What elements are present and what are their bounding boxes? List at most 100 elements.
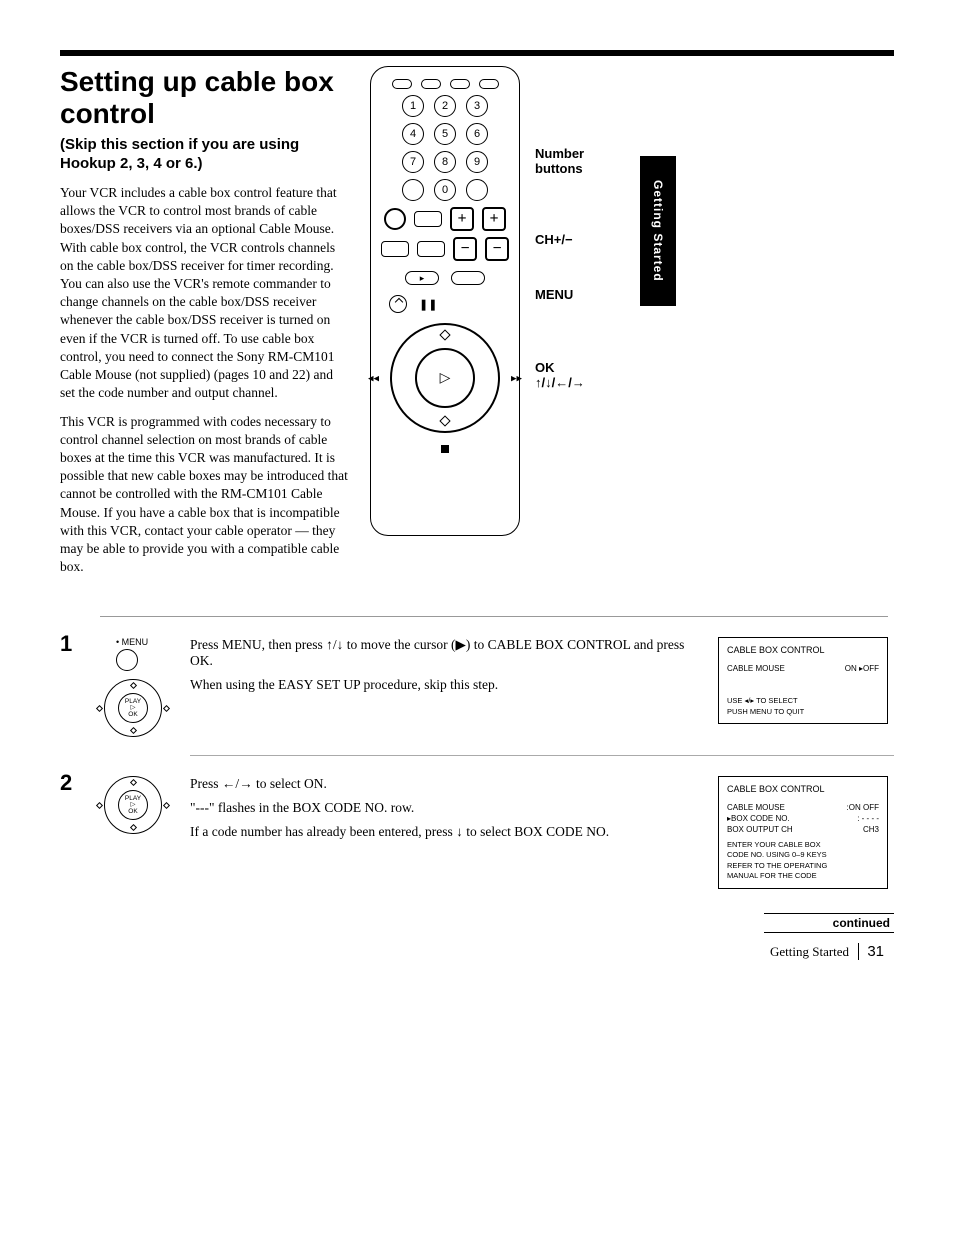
page-title: Setting up cable box control [60, 66, 350, 130]
num-8: 8 [434, 151, 456, 173]
callout-ok: OK ↑/↓/←/→ [535, 360, 625, 390]
osd-title: CABLE BOX CONTROL [727, 644, 879, 657]
step-number: 1 [60, 631, 80, 657]
step-text: If a code number has already been entere… [190, 824, 698, 840]
callout-text: Number [535, 146, 625, 161]
dpad-icon: PLAY ▷ OK [104, 679, 162, 737]
osd-row: CABLE MOUSE ON ▸OFF [727, 663, 879, 674]
ch-plus-btn: + [450, 207, 474, 231]
side-tab: Getting Started [640, 156, 676, 306]
divider-rule [190, 755, 894, 756]
num-9: 9 [466, 151, 488, 173]
callout-column: Number buttons CH+/− MENU OK ↑/↓/←/→ [535, 66, 625, 586]
header-region: Setting up cable box control (Skip this … [60, 66, 894, 586]
menu-pill-btn: ▸ [405, 271, 439, 285]
osd-row: CABLE MOUSE :ON OFF [727, 802, 879, 813]
top-rule [60, 50, 894, 56]
rewind-icon: ◂◂ [368, 372, 379, 385]
callout-number-buttons: Number buttons [535, 146, 625, 176]
right-icon [163, 705, 170, 712]
osd-footer: ENTER YOUR CABLE BOX CODE NO. USING 0–9 … [727, 840, 879, 882]
step-1: 1 • MENU PLAY ▷ OK Press MENU, then pres… [60, 631, 894, 737]
footer-section: Getting Started [770, 944, 849, 959]
num-4: 4 [402, 123, 424, 145]
stop-icon [441, 445, 449, 453]
osd-screen-1: CABLE BOX CONTROL CABLE MOUSE ON ▸OFF US… [718, 637, 888, 724]
num-1: 1 [402, 95, 424, 117]
osd-label: BOX OUTPUT CH [727, 824, 793, 835]
fastfwd-icon: ▸▸ [511, 372, 522, 385]
play-ok-btn: ▷ [415, 348, 475, 408]
page-number: 31 [858, 943, 884, 960]
down-icon [129, 727, 136, 734]
remote-diagram: 1 2 3 4 5 6 7 8 9 0 [370, 66, 894, 586]
callout-text: MENU [535, 287, 625, 302]
num-0: 0 [434, 179, 456, 201]
osd-label: ▸BOX CODE NO. [727, 813, 790, 824]
callout-text: buttons [535, 161, 625, 176]
remote-record-btn [384, 208, 406, 230]
play-ok-label: PLAY ▷ OK [118, 790, 148, 820]
remote-pill-btn [450, 79, 470, 89]
header-text-col: Setting up cable box control (Skip this … [60, 66, 350, 586]
callout-menu: MENU [535, 287, 625, 302]
step-number: 2 [60, 770, 80, 796]
remote-menu-row: ▸ [381, 271, 509, 285]
osd-value: :ON OFF [847, 802, 879, 813]
left-icon [96, 705, 103, 712]
osd-row: BOX OUTPUT CH CH3 [727, 824, 879, 835]
osd-label: CABLE MOUSE [727, 802, 785, 813]
remote-btn [466, 179, 488, 201]
step-text: When using the EASY SET UP procedure, sk… [190, 677, 698, 693]
callout-text: OK [535, 360, 625, 375]
dpad: ▷ ◂◂ ▸▸ [390, 323, 500, 433]
osd-value: : - - - - [857, 813, 879, 824]
jog-dial-icon [389, 295, 407, 313]
remote-btn [381, 241, 409, 257]
remote-outline: 1 2 3 4 5 6 7 8 9 0 [370, 66, 520, 536]
callout-text: ↑/↓/←/→ [535, 375, 625, 390]
number-pad: 1 2 3 4 5 6 7 8 9 0 [381, 95, 509, 201]
step-text: "---" flashes in the BOX CODE NO. row. [190, 800, 698, 816]
intro-para-1: Your VCR includes a cable box control fe… [60, 184, 350, 403]
osd-value: ON ▸OFF [845, 663, 879, 674]
continued-label: continued [764, 913, 894, 933]
osd-title: CABLE BOX CONTROL [727, 783, 879, 796]
remote-pill-btn [392, 79, 412, 89]
osd-row: ▸BOX CODE NO. : - - - - [727, 813, 879, 824]
menu-label: • MENU [116, 637, 170, 647]
step-text: Press ←/→ to select ON. [190, 776, 698, 792]
step-text-col: Press ←/→ to select ON. "---" flashes in… [190, 770, 698, 888]
remote-top-row [387, 79, 503, 89]
label-ok: OK [128, 712, 137, 719]
menu-button-icon [116, 649, 138, 671]
up-icon [129, 682, 136, 689]
down-icon [129, 824, 136, 831]
step-num-col: 2 [60, 770, 80, 888]
down-icon [439, 415, 450, 426]
step-2: 2 PLAY ▷ OK Press ←/→ to select ON. "---… [60, 770, 894, 888]
page-subtitle: (Skip this section if you are using Hook… [60, 136, 350, 174]
play-ok-label: PLAY ▷ OK [118, 693, 148, 723]
callout-text: CH+/− [535, 232, 625, 247]
remote-pill-btn [479, 79, 499, 89]
page-footer: Getting Started 31 [60, 939, 894, 960]
up-icon [439, 329, 450, 340]
dpad-icon: PLAY ▷ OK [104, 776, 162, 834]
pause-icon: ❚❚ [419, 298, 437, 311]
num-7: 7 [402, 151, 424, 173]
remote-pill-btn [421, 79, 441, 89]
step-screen-col: CABLE BOX CONTROL CABLE MOUSE :ON OFF ▸B… [718, 770, 888, 888]
remote-mid-row-2: − − [381, 237, 509, 261]
up-icon [129, 779, 136, 786]
callout-ch: CH+/− [535, 232, 625, 247]
label-ok: OK [128, 809, 137, 816]
osd-footer: USE ◂/▸ TO SELECT PUSH MENU TO QUIT [727, 696, 879, 717]
ch-plus-big-btn: + [482, 207, 506, 231]
osd-value: CH3 [863, 824, 879, 835]
remote-btn [417, 241, 445, 257]
remote-jog-row: ❚❚ [389, 295, 509, 313]
remote-btn [414, 211, 442, 227]
intro-para-2: This VCR is programmed with codes necess… [60, 413, 350, 577]
osd-label: CABLE MOUSE [727, 663, 785, 674]
